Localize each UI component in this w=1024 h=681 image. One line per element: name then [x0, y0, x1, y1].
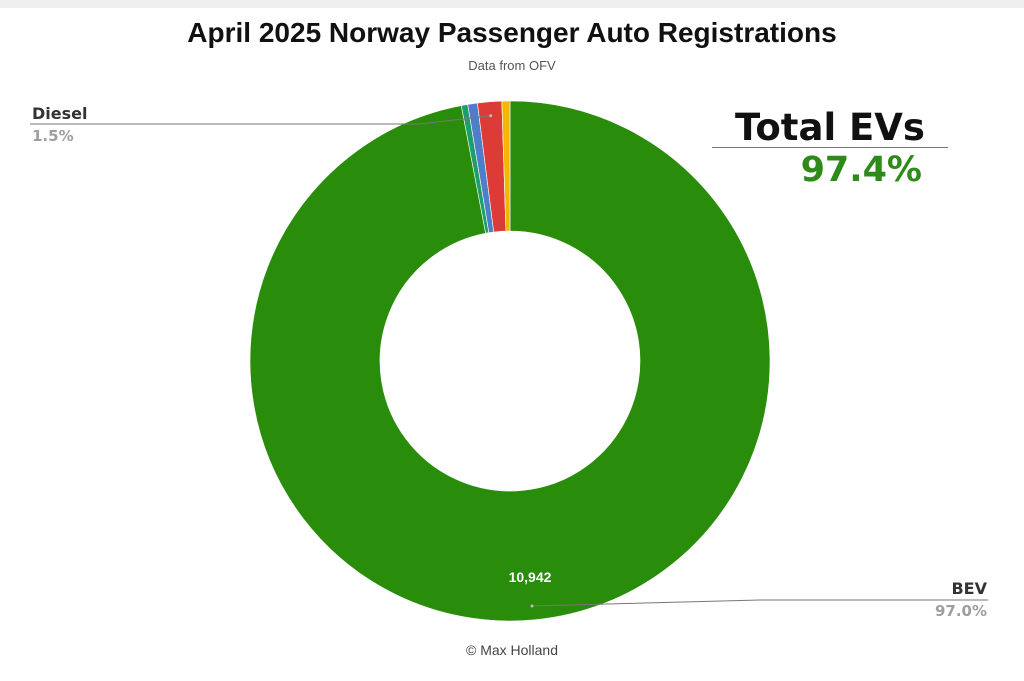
chart-title: April 2025 Norway Passenger Auto Registr…	[187, 17, 837, 48]
diesel-percent: 1.5%	[32, 127, 74, 145]
credit: © Max Holland	[465, 642, 559, 658]
slice-segment-4	[501, 100, 511, 232]
bev-value-label: 10,942	[509, 569, 552, 585]
bev-leader-line	[531, 599, 988, 607]
bev-label: BEV	[951, 579, 987, 598]
total-evs-value: 97.4%	[800, 150, 922, 190]
bev-percent: 97.0%	[934, 602, 987, 620]
leader-lines	[30, 114, 988, 608]
total-evs-label: Total EVs	[735, 106, 925, 149]
diesel-label: Diesel	[32, 104, 88, 123]
slice-bev	[249, 100, 771, 622]
total-evs-rule	[712, 147, 948, 148]
diesel-leader-line	[30, 115, 491, 125]
chart-subtitle: Data from OFV	[468, 58, 556, 73]
bev-anchor-dot	[530, 604, 534, 608]
donut-slices	[249, 100, 771, 622]
top-border	[0, 0, 1024, 8]
diesel-anchor-dot	[489, 114, 493, 118]
